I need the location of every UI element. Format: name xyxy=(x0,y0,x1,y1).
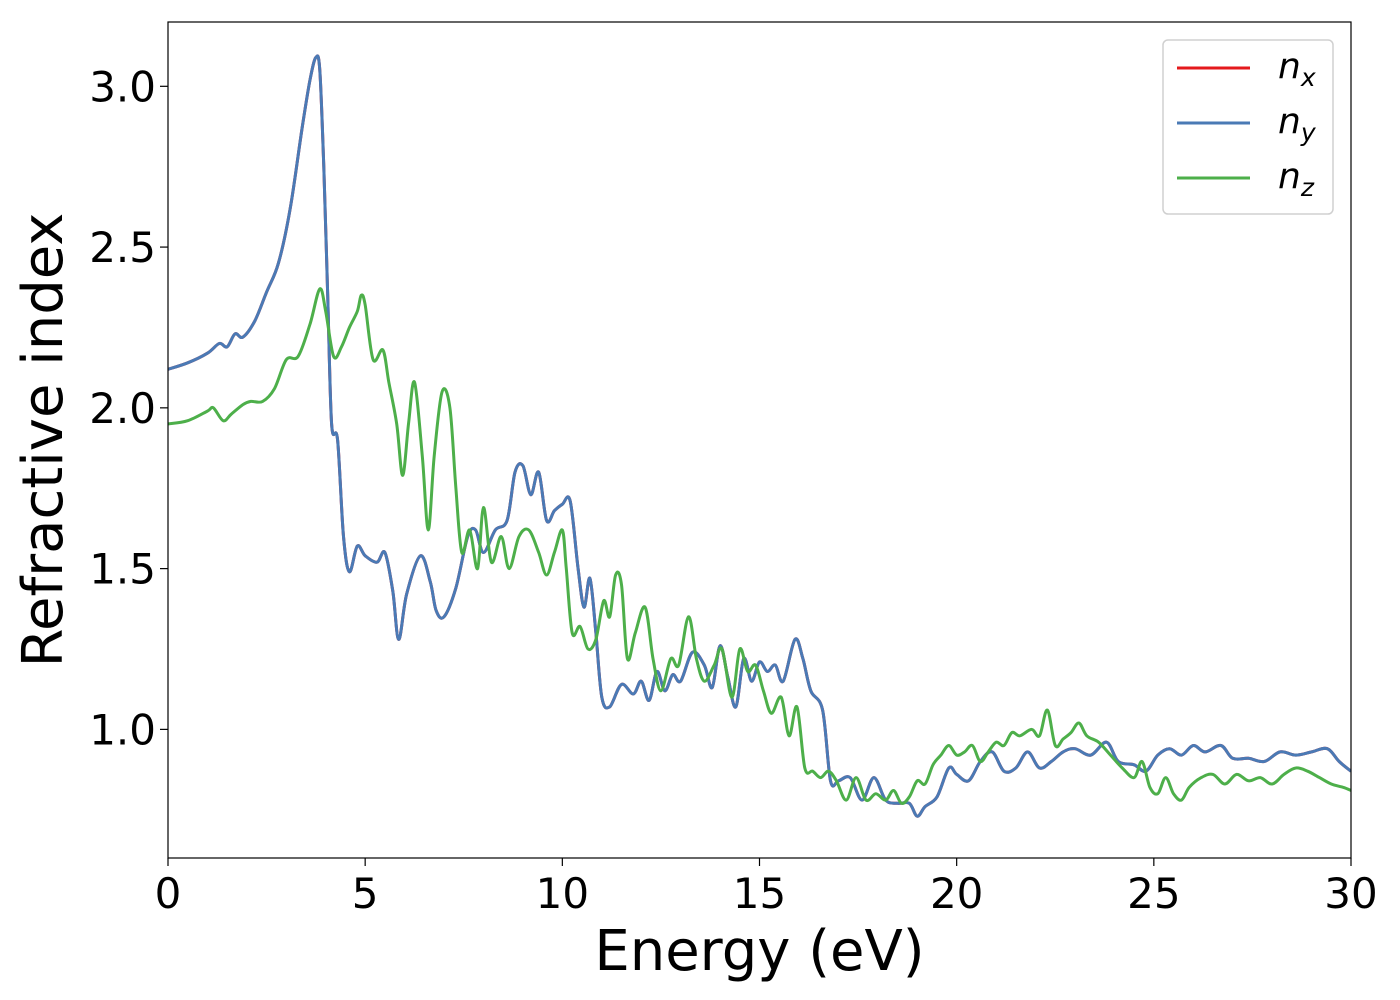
x-tick-label: 5 xyxy=(352,869,379,918)
x-axis-label: Energy (eV) xyxy=(594,919,924,984)
x-tick-label: 20 xyxy=(930,869,983,918)
series-line-z xyxy=(168,287,1351,805)
series-line-y xyxy=(168,54,1351,818)
x-tick-label: 0 xyxy=(155,869,182,918)
x-tick-label: 30 xyxy=(1324,869,1377,918)
y-tick-label: 2.5 xyxy=(89,223,156,272)
x-axis-ticks: 0 5 10 15 20 25 30 xyxy=(155,858,1378,918)
plot-lines xyxy=(168,54,1351,818)
legend-label-x: nx xyxy=(1278,46,1316,92)
y-tick-label: 1.0 xyxy=(89,705,156,754)
legend-label-y: ny xyxy=(1278,101,1317,147)
y-axis-label: Refractive index xyxy=(11,213,76,668)
y-tick-label: 2.0 xyxy=(89,384,156,433)
x-tick-label: 25 xyxy=(1127,869,1180,918)
legend: nx ny nz xyxy=(1162,39,1334,215)
x-tick-label: 10 xyxy=(536,869,589,918)
legend-label-z: nz xyxy=(1278,156,1315,202)
legend-box xyxy=(1162,39,1334,215)
x-tick-label: 15 xyxy=(733,869,786,918)
y-tick-label: 1.5 xyxy=(89,545,156,594)
y-axis-ticks: 1.0 1.5 2.0 2.5 3.0 xyxy=(89,62,168,754)
y-tick-label: 3.0 xyxy=(89,62,156,111)
